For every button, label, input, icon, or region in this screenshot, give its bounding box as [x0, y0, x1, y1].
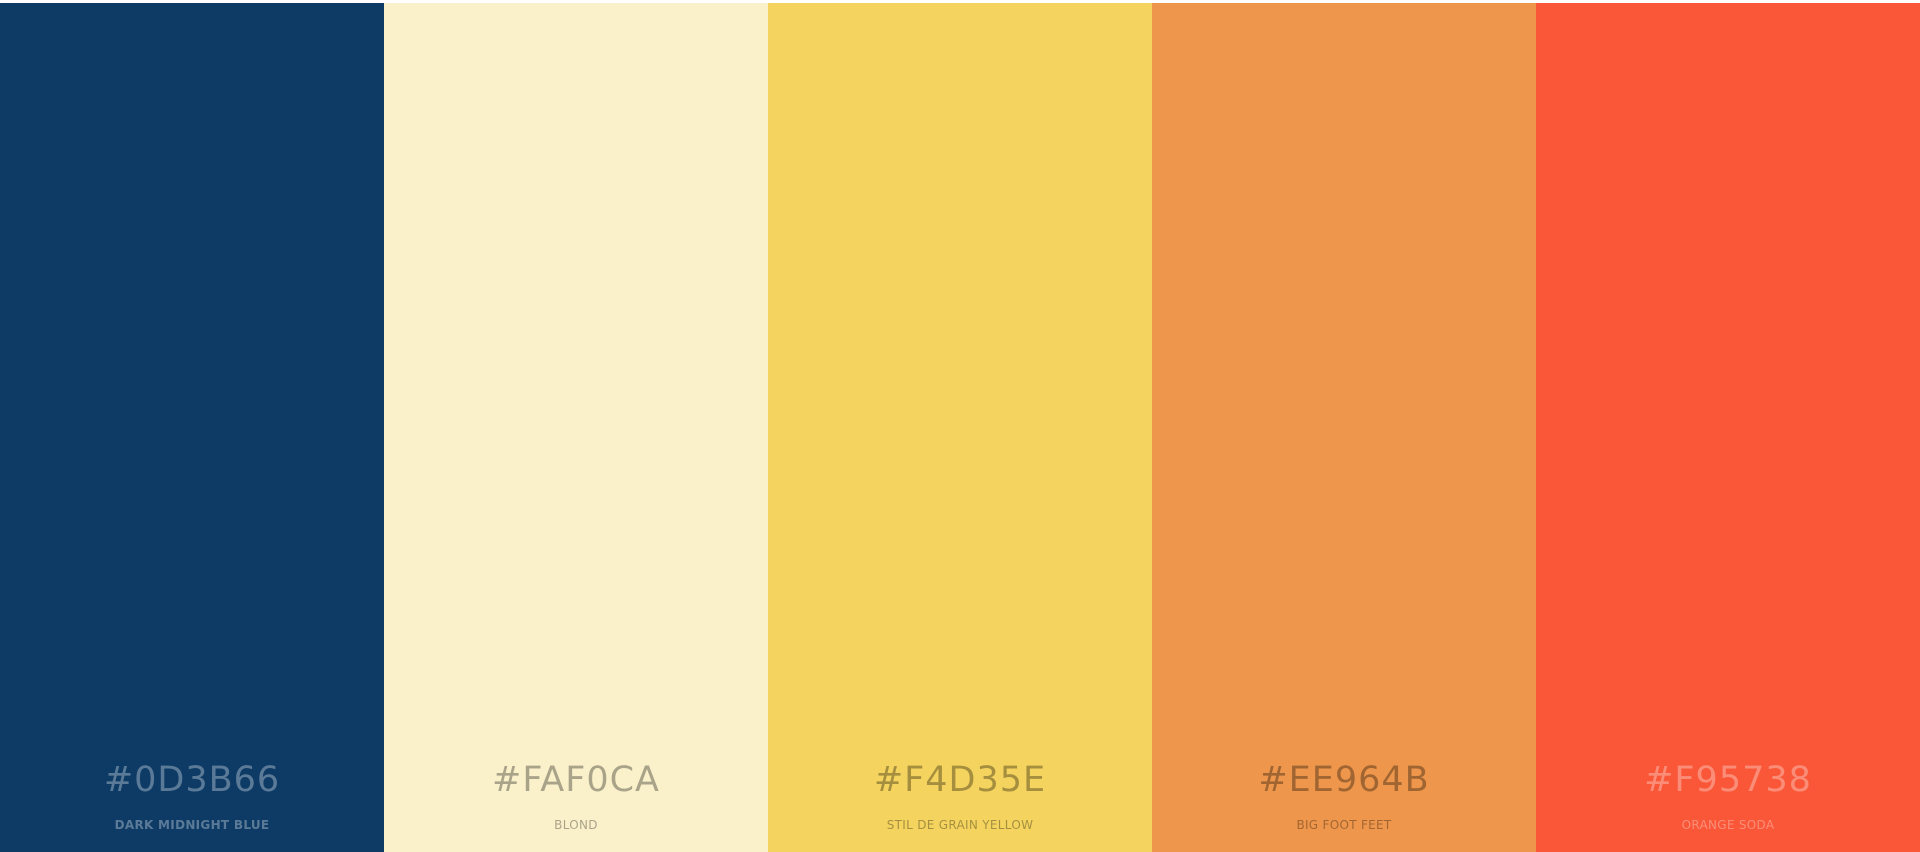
- swatch-hex-code[interactable]: #F4D35E: [873, 760, 1047, 800]
- color-palette: #0D3B66 DARK MIDNIGHT BLUE #FAF0CA BLOND…: [0, 3, 1920, 852]
- swatch-color-name: BLOND: [554, 818, 598, 832]
- color-swatch-dark-midnight-blue[interactable]: #0D3B66 DARK MIDNIGHT BLUE: [0, 3, 384, 852]
- swatch-color-name: ORANGE SODA: [1681, 818, 1775, 832]
- swatch-color-name: BIG FOOT FEET: [1296, 818, 1392, 832]
- color-swatch-blond[interactable]: #FAF0CA BLOND: [384, 3, 768, 852]
- swatch-color-name: STIL DE GRAIN YELLOW: [886, 818, 1034, 832]
- swatch-hex-code[interactable]: #F95738: [1644, 760, 1812, 800]
- swatch-hex-code[interactable]: #0D3B66: [103, 760, 281, 800]
- swatch-hex-code[interactable]: #EE964B: [1258, 760, 1430, 800]
- color-swatch-stil-de-grain-yellow[interactable]: #F4D35E STIL DE GRAIN YELLOW: [768, 3, 1152, 852]
- color-swatch-orange-soda[interactable]: #F95738 ORANGE SODA: [1536, 3, 1920, 852]
- color-swatch-big-foot-feet[interactable]: #EE964B BIG FOOT FEET: [1152, 3, 1536, 852]
- swatch-color-name: DARK MIDNIGHT BLUE: [114, 818, 270, 832]
- swatch-hex-code[interactable]: #FAF0CA: [492, 760, 660, 800]
